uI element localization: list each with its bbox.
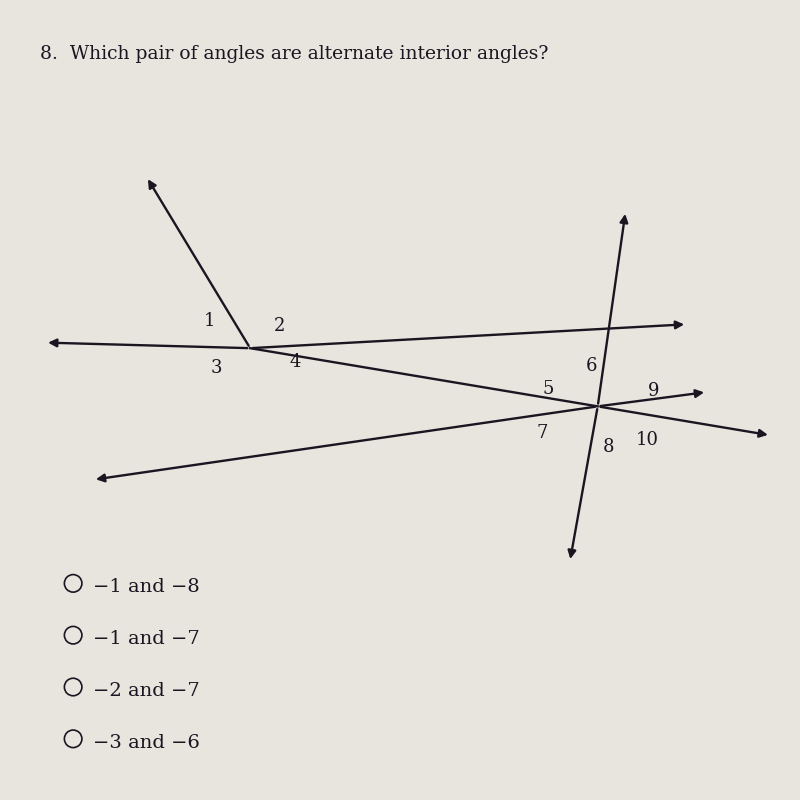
Text: 3: 3 (211, 359, 222, 378)
Text: −2 and −7: −2 and −7 (93, 682, 200, 700)
Text: 9: 9 (648, 382, 659, 400)
Text: 8: 8 (603, 438, 614, 455)
Text: −1 and −7: −1 and −7 (93, 630, 200, 648)
Text: 2: 2 (274, 317, 285, 335)
Text: 6: 6 (586, 357, 597, 375)
Text: −3 and −6: −3 and −6 (93, 734, 200, 752)
Text: 10: 10 (635, 431, 658, 449)
Text: 1: 1 (204, 312, 216, 330)
Text: −1 and −8: −1 and −8 (93, 578, 200, 596)
Text: 4: 4 (289, 353, 301, 370)
Text: 7: 7 (536, 424, 547, 442)
Text: 8.  Which pair of angles are alternate interior angles?: 8. Which pair of angles are alternate in… (40, 46, 548, 63)
Text: 5: 5 (543, 379, 554, 398)
